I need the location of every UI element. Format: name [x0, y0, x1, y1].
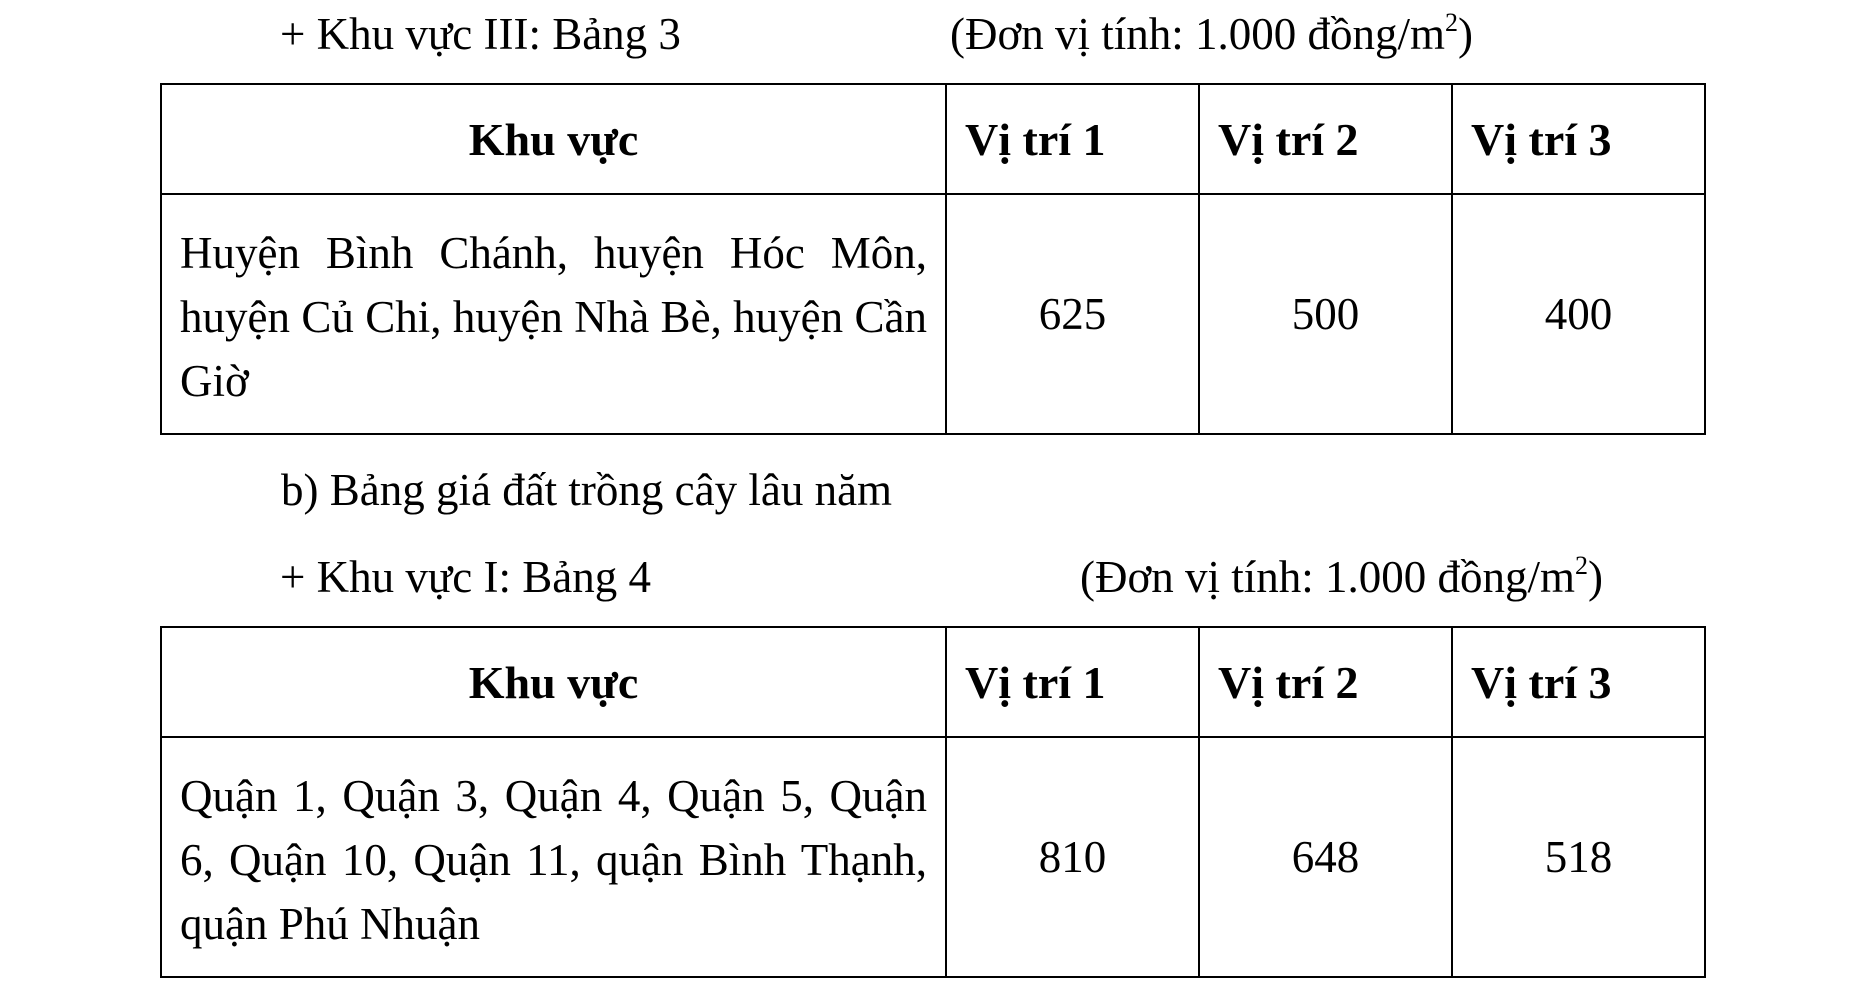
section-4-unit: (Đơn vị tính: 1.000 đồng/m2): [1080, 552, 1604, 602]
value-cell: 500: [1198, 193, 1453, 435]
header-vi-tri-3: Vị trí 3: [1451, 626, 1706, 738]
area-cell: Huyện Bình Chánh, huyện Hóc Môn, huyện C…: [160, 193, 947, 435]
value-cell: 648: [1198, 736, 1453, 978]
value-cell: 518: [1451, 736, 1706, 978]
value-cell: 810: [945, 736, 1200, 978]
header-vi-tri-1: Vị trí 1: [945, 83, 1200, 195]
section-3-heading: + Khu vực III: Bảng 3: [280, 9, 681, 59]
unit-close: ): [1458, 9, 1474, 59]
value-cell: 400: [1451, 193, 1706, 435]
table-header-row: Khu vực Vị trí 1 Vị trí 2 Vị trí 3: [160, 83, 1706, 195]
header-vi-tri-2: Vị trí 2: [1198, 83, 1453, 195]
unit-text: (Đơn vị tính: 1.000 đồng/m: [950, 9, 1446, 59]
table-row: Huyện Bình Chánh, huyện Hóc Môn, huyện C…: [160, 193, 1706, 435]
header-vi-tri-1: Vị trí 1: [945, 626, 1200, 738]
section-4-heading: + Khu vực I: Bảng 4: [280, 552, 651, 602]
unit-text: (Đơn vị tính: 1.000 đồng/m: [1080, 552, 1576, 602]
header-khu-vuc: Khu vực: [160, 626, 947, 738]
value-cell: 625: [945, 193, 1200, 435]
table-row: Quận 1, Quận 3, Quận 4, Quận 5, Quận 6, …: [160, 736, 1706, 978]
header-vi-tri-3: Vị trí 3: [1451, 83, 1706, 195]
price-table-4: Khu vực Vị trí 1 Vị trí 2 Vị trí 3 Quận …: [160, 626, 1706, 978]
table-header-row: Khu vực Vị trí 1 Vị trí 2 Vị trí 3: [160, 626, 1706, 738]
area-cell: Quận 1, Quận 3, Quận 4, Quận 5, Quận 6, …: [160, 736, 947, 978]
unit-superscript: 2: [1445, 8, 1459, 37]
unit-close: ): [1588, 552, 1604, 602]
subsection-b-heading: b) Bảng giá đất trồng cây lâu năm: [281, 465, 893, 515]
header-vi-tri-2: Vị trí 2: [1198, 626, 1453, 738]
header-khu-vuc: Khu vực: [160, 83, 947, 195]
price-table-3: Khu vực Vị trí 1 Vị trí 2 Vị trí 3 Huyện…: [160, 83, 1706, 435]
unit-superscript: 2: [1575, 551, 1589, 580]
section-3-unit: (Đơn vị tính: 1.000 đồng/m2): [950, 9, 1474, 59]
